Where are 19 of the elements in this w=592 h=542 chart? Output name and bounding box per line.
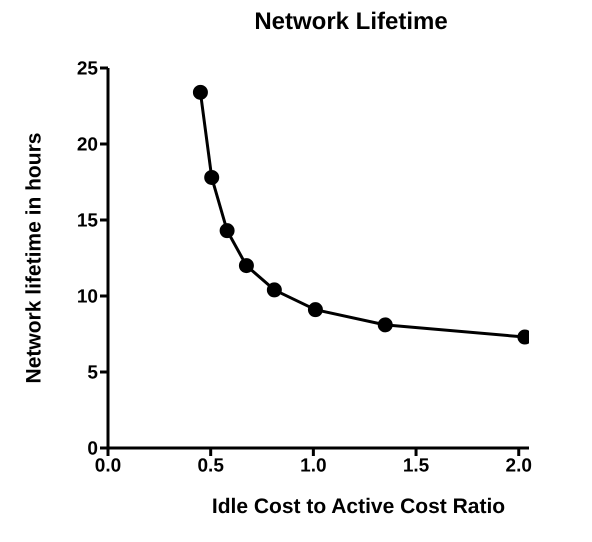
x-axis-title: Idle Cost to Active Cost Ratio <box>212 495 506 518</box>
point <box>204 170 220 185</box>
y-axis-title: Network lifetime in hours <box>22 132 46 384</box>
y-tick-label: 20 <box>76 134 98 156</box>
y-tick-label: 25 <box>76 58 98 80</box>
point <box>266 282 282 298</box>
x-tick-label: 1.5 <box>402 455 430 476</box>
point <box>308 302 323 318</box>
chart-title: Network Lifetime <box>253 8 449 37</box>
x-tick-label: 1.0 <box>300 455 327 476</box>
point <box>238 258 254 274</box>
x-tick-label: 0.5 <box>197 455 224 476</box>
x-tick-label: 2.0 <box>506 455 532 476</box>
point <box>378 317 393 332</box>
point <box>220 223 235 238</box>
y-tick-label: 15 <box>76 210 98 232</box>
point <box>192 84 208 100</box>
y-tick-label: 10 <box>76 286 98 308</box>
y-tick-label: 5 <box>87 362 98 384</box>
